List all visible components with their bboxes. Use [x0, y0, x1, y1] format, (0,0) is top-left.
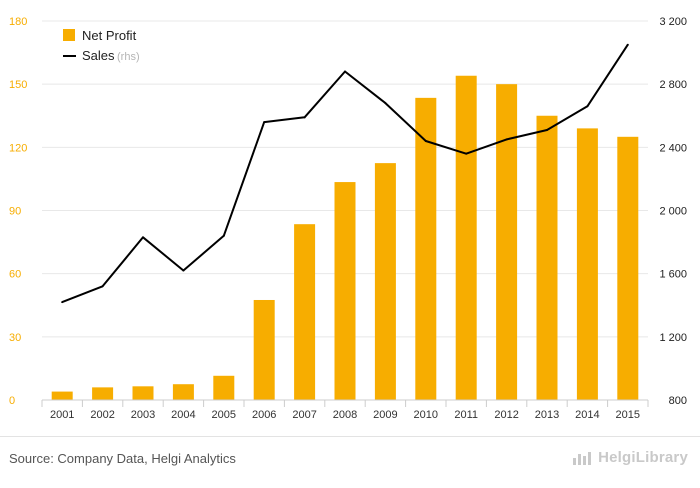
bar-net-profit [172, 384, 194, 400]
point-sales [222, 234, 225, 237]
left-axis-tick-label: 0 [9, 395, 15, 407]
x-axis-tick-label: 2005 [212, 409, 236, 421]
right-axis-tick-label: 3 200 [659, 16, 687, 28]
x-axis-tick-label: 2006 [252, 409, 276, 421]
source-note: Source: Company Data, Helgi Analytics [9, 451, 236, 466]
x-axis-tick-label: 2007 [292, 409, 316, 421]
bar-net-profit [253, 299, 275, 400]
legend-swatch-net-profit [63, 29, 75, 41]
bar-net-profit [213, 375, 235, 400]
right-axis-tick-label: 2 400 [659, 142, 687, 154]
left-axis-tick-label: 150 [9, 79, 27, 91]
right-axis-tick-label: 2 800 [659, 79, 687, 91]
x-axis-tick-label: 2003 [131, 409, 155, 421]
left-axis-tick-label: 90 [9, 206, 21, 218]
x-axis-tick-label: 2008 [333, 409, 357, 421]
bar-net-profit [455, 75, 477, 400]
left-axis-tick-label: 180 [9, 16, 27, 28]
left-axis-tick-label: 60 [9, 269, 21, 281]
bar-net-profit [334, 182, 356, 400]
line-layer [61, 43, 629, 304]
x-axis-tick-label: 2013 [535, 409, 559, 421]
x-axis-tick-label: 2010 [414, 409, 438, 421]
x-axis-tick-label: 2001 [50, 409, 74, 421]
footer: Source: Company Data, Helgi Analytics He… [0, 436, 700, 483]
point-sales [505, 138, 508, 141]
bars-layer [51, 75, 639, 401]
point-sales [303, 116, 306, 119]
left-axis-tick-label: 30 [9, 332, 21, 344]
point-sales [142, 236, 144, 239]
legend-suffix-rhs: (rhs) [117, 51, 140, 63]
point-sales [182, 269, 185, 272]
left-axis-tick-label: 120 [9, 142, 27, 154]
bar-net-profit [617, 136, 639, 401]
x-axis-tick-label: 2014 [575, 409, 599, 421]
bar-net-profit [92, 387, 114, 400]
point-sales [424, 140, 427, 143]
legend: Net Profit Sales (rhs) [63, 28, 140, 63]
axes-layer: 0 800 30 1 200 60 1 600 90 2 000 120 2 400 150 2 80… [9, 16, 687, 421]
point-sales [61, 301, 64, 304]
right-axis-tick-label: 800 [669, 395, 687, 407]
right-axis-tick-label: 2 000 [659, 206, 687, 218]
x-axis-tick-label: 2015 [616, 409, 640, 421]
point-sales [384, 102, 387, 105]
footer-divider [0, 436, 700, 437]
bar-net-profit [415, 97, 437, 400]
brand-logo-icon [573, 451, 592, 465]
point-sales [586, 105, 589, 108]
bar-net-profit [374, 163, 396, 400]
point-sales [465, 152, 468, 155]
point-sales [263, 121, 266, 124]
point-sales [101, 285, 104, 288]
right-axis-tick-label: 1 600 [659, 269, 687, 281]
bar-net-profit [496, 84, 518, 401]
bar-net-profit [51, 391, 73, 400]
bar-net-profit [576, 128, 598, 400]
bar-net-profit [132, 386, 154, 400]
right-axis-tick-label: 1 200 [659, 332, 687, 344]
point-sales [344, 70, 346, 73]
point-sales [546, 128, 548, 131]
point-sales [626, 43, 629, 46]
bar-net-profit [294, 224, 316, 400]
x-axis-tick-label: 2009 [373, 409, 397, 421]
brand-name: HelgiLibrary [598, 449, 688, 466]
x-axis-tick-label: 2011 [454, 409, 478, 421]
x-axis-tick-label: 2004 [171, 409, 195, 421]
x-axis-tick-label: 2002 [90, 409, 114, 421]
brand: HelgiLibrary [572, 449, 688, 466]
legend-label-net-profit: Net Profit [82, 28, 137, 43]
legend-label-sales: Sales [82, 48, 115, 63]
x-axis-tick-label: 2012 [494, 409, 518, 421]
bar-net-profit [536, 115, 558, 400]
